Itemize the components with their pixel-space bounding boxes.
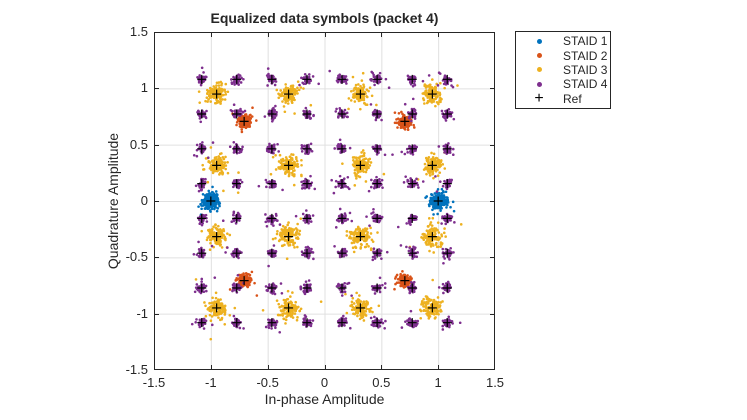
x-tick-label: -1 bbox=[205, 375, 217, 390]
legend-dot-icon bbox=[524, 38, 554, 44]
legend-entry-staid-4: STAID 4 bbox=[516, 77, 610, 91]
dot-icon bbox=[536, 53, 542, 59]
y-tick-label: -1.5 bbox=[125, 362, 148, 377]
legend-dot-icon bbox=[524, 81, 554, 87]
legend-plus-icon: + bbox=[524, 89, 554, 107]
x-axis-label: In-phase Amplitude bbox=[264, 391, 385, 407]
scatter-canvas bbox=[154, 32, 495, 370]
legend-dot-icon bbox=[524, 53, 554, 59]
legend-entry-ref: + Ref bbox=[516, 89, 610, 107]
x-tick-label: 0 bbox=[320, 375, 329, 390]
legend-label: STAID 3 bbox=[563, 62, 608, 77]
legend-entry-staid-2: STAID 2 bbox=[516, 49, 610, 63]
legend-entry-staid-1: STAID 1 bbox=[516, 34, 610, 48]
y-tick-label: 1.5 bbox=[129, 24, 148, 39]
legend-label: STAID 2 bbox=[563, 48, 608, 63]
plus-icon: + bbox=[534, 89, 544, 107]
y-tick-label: 0 bbox=[140, 193, 148, 208]
x-tick-label: 1 bbox=[434, 375, 442, 390]
x-tick-label: 1.5 bbox=[485, 375, 505, 390]
y-tick-label: 0.5 bbox=[129, 136, 148, 152]
legend: STAID 1 STAID 2 STAID 3 STAID 4 + Ref bbox=[515, 31, 611, 109]
chart-title: Equalized data symbols (packet 4) bbox=[210, 10, 439, 26]
legend-label: Ref bbox=[563, 91, 582, 106]
dot-icon bbox=[536, 38, 542, 44]
dot-icon bbox=[536, 81, 542, 87]
legend-label: STAID 1 bbox=[563, 34, 608, 49]
y-tick-label: 1 bbox=[140, 80, 148, 96]
dot-icon bbox=[536, 67, 542, 73]
x-tick-label: 0.5 bbox=[372, 375, 391, 390]
legend-dot-icon bbox=[524, 67, 554, 73]
legend-label: STAID 4 bbox=[563, 77, 608, 92]
x-tick-label: -1.5 bbox=[142, 375, 166, 390]
plot-area bbox=[154, 32, 495, 370]
legend-entry-staid-3: STAID 3 bbox=[516, 63, 610, 77]
x-tick-label: -0.5 bbox=[256, 375, 279, 390]
y-tick-label: -0.5 bbox=[125, 249, 148, 265]
y-tick-label: -1 bbox=[136, 305, 148, 321]
